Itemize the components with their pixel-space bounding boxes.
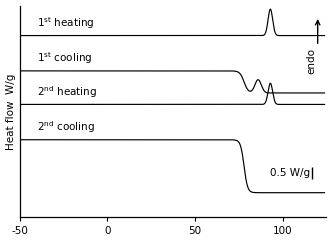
- Text: 2$^{\rm nd}$ cooling: 2$^{\rm nd}$ cooling: [37, 120, 95, 135]
- Y-axis label: Heat flow  W/g: Heat flow W/g: [6, 73, 16, 150]
- Text: 1$^{\rm st}$ cooling: 1$^{\rm st}$ cooling: [37, 51, 93, 67]
- Text: 1$^{\rm st}$ heating: 1$^{\rm st}$ heating: [37, 15, 95, 31]
- Text: 2$^{\rm nd}$ heating: 2$^{\rm nd}$ heating: [37, 84, 97, 100]
- Text: endo: endo: [306, 48, 316, 74]
- Text: 0.5 W/g: 0.5 W/g: [270, 168, 310, 178]
